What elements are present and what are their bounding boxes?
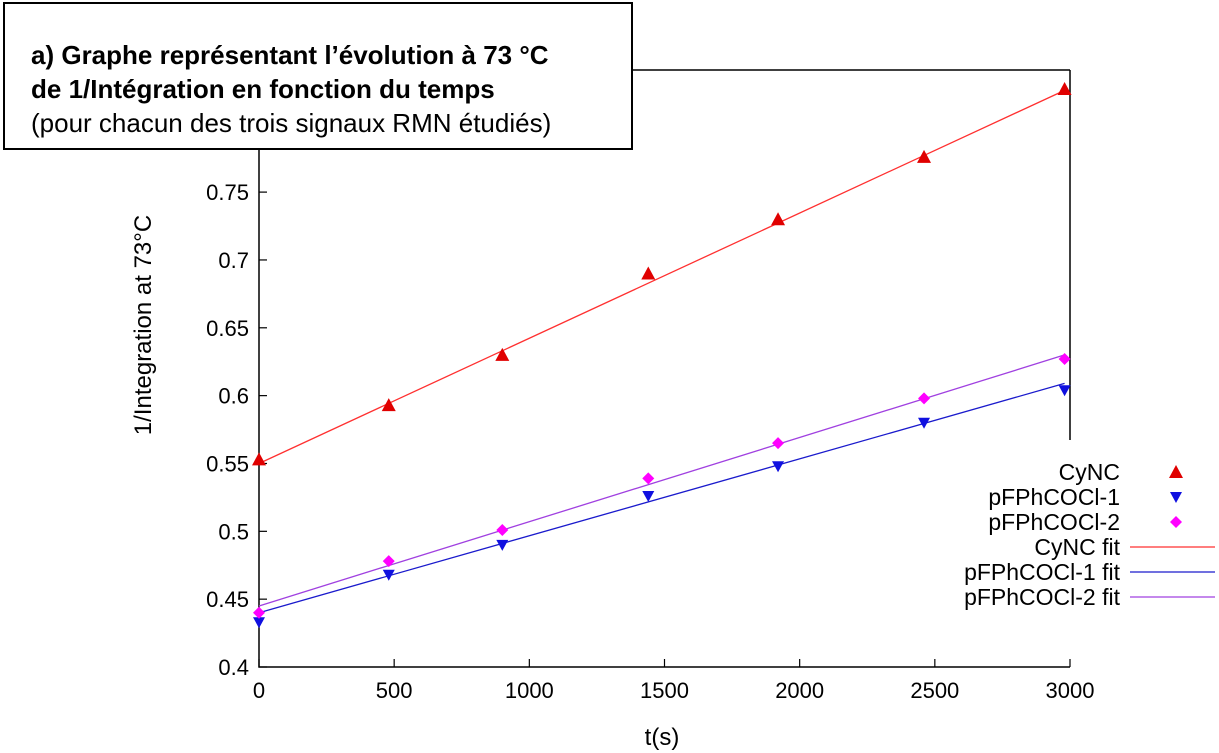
- data-point: [771, 212, 786, 226]
- fit-line: [258, 89, 1065, 465]
- legend-entry-label: pFPhCOCl-2 fit: [964, 584, 1121, 610]
- legend-entry-label: pFPhCOCl-2: [988, 509, 1120, 535]
- data-point: [496, 539, 509, 551]
- data-point: [253, 606, 265, 619]
- x-tick-label: 2000: [775, 678, 824, 703]
- data-point: [495, 347, 510, 361]
- x-tick-label: 3000: [1046, 678, 1095, 703]
- x-tick-label: 0: [253, 678, 265, 703]
- data-point: [918, 417, 931, 429]
- data-point: [1058, 385, 1071, 397]
- data-point: [772, 461, 785, 473]
- legend-entry-label: CyNC: [1059, 459, 1120, 485]
- data-point: [918, 392, 931, 405]
- y-tick-label: 0.65: [206, 316, 249, 341]
- data-point: [1057, 81, 1072, 95]
- legend-marker: [1170, 492, 1182, 503]
- x-tick-label: 500: [376, 678, 413, 703]
- plot-area: 0 500 1000 1500 2000 2500 3000 0.4 0.45 0.5 0.55 0.…: [206, 69, 1094, 703]
- legend-entry-label: pFPhCOCl-1 fit: [964, 559, 1121, 585]
- y-tick-label: 0.75: [206, 180, 249, 205]
- y-tick-label: 0.45: [206, 587, 249, 612]
- data-point: [252, 452, 266, 466]
- y-tick-label: 0.4: [218, 655, 249, 680]
- figure-caption: a) Graphe représentant l’évolution à 73 …: [3, 2, 633, 150]
- data-point: [496, 523, 509, 536]
- y-tick-label: 0.7: [218, 248, 249, 273]
- fit-line: [258, 382, 1065, 614]
- caption-line-1: a) Graphe représentant l’évolution à 73 …: [31, 40, 549, 70]
- y-tick-label: 0.55: [206, 451, 249, 476]
- x-tick-label: 2500: [910, 678, 959, 703]
- data-point: [382, 555, 395, 568]
- data-point: [641, 266, 656, 280]
- data-point: [381, 398, 396, 412]
- x-tick-label: 1500: [640, 678, 689, 703]
- data-markers: [252, 81, 1072, 629]
- data-point: [382, 569, 395, 581]
- legend-marker: [1170, 516, 1182, 528]
- x-tick-label: 1000: [505, 678, 554, 703]
- fit-lines: [258, 89, 1065, 614]
- legend-entry-label: CyNC fit: [1034, 534, 1120, 560]
- axis-ticks: 0 500 1000 1500 2000 2500 3000 0.4 0.45 0.5 0.55 0.…: [206, 180, 1094, 703]
- data-point: [642, 472, 655, 485]
- x-axis-label: t(s): [645, 724, 680, 751]
- y-axis-label: 1/Integration at 73°C: [130, 215, 157, 435]
- y-tick-label: 0.5: [218, 519, 249, 544]
- legend-entry-label: pFPhCOCl-1: [988, 484, 1120, 510]
- data-point: [1058, 353, 1071, 366]
- legend-marker: [1169, 465, 1183, 478]
- data-point: [253, 617, 265, 629]
- fit-line: [258, 354, 1065, 607]
- caption-line-3: (pour chacun des trois signaux RMN étudi…: [31, 108, 552, 138]
- y-tick-label: 0.6: [218, 384, 249, 409]
- data-point: [642, 491, 655, 503]
- data-point: [917, 149, 932, 163]
- caption-line-2: de 1/Intégration en fonction du temps: [31, 74, 495, 104]
- data-point: [772, 437, 785, 450]
